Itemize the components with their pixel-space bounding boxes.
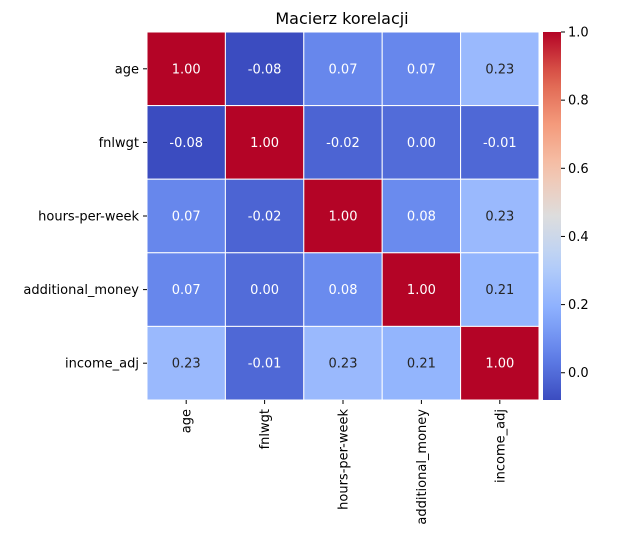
heatmap-cell — [303, 252, 383, 327]
heatmap-cell — [303, 325, 383, 401]
cell-value-label: -0.01 — [248, 357, 282, 372]
heatmap-cell — [224, 178, 305, 254]
y-tick-label: fnlwgt — [99, 136, 139, 151]
cell-value-label: 1.00 — [407, 283, 436, 298]
heatmap-cell — [460, 252, 540, 327]
heatmap-cell — [381, 31, 462, 107]
colorbar-tick-label: 0.2 — [568, 298, 589, 313]
cell-value-label: 0.23 — [485, 210, 514, 225]
colorbar-gradient — [543, 32, 561, 400]
cell-value-label: 0.00 — [250, 283, 279, 298]
cell-value-label: 0.21 — [407, 357, 436, 372]
chart-title: Macierz korelacji — [275, 9, 408, 28]
x-tick-label: hours-per-week — [337, 409, 352, 510]
y-tick-label: hours-per-week — [38, 210, 139, 225]
cell-value-label: -0.02 — [248, 210, 282, 225]
colorbar-tick-label: 1.0 — [568, 26, 589, 41]
heatmap-cell — [460, 105, 540, 180]
heatmap-cell — [146, 31, 226, 107]
heatmap-cell — [303, 31, 383, 107]
cell-value-label: 0.07 — [407, 62, 436, 77]
cell-value-label: 0.00 — [407, 136, 436, 151]
heatmap-cell — [224, 31, 305, 107]
cell-value-label: 0.23 — [172, 357, 201, 372]
heatmap-cell — [224, 252, 305, 327]
cell-value-label: 1.00 — [329, 210, 358, 225]
colorbar: 0.0 0.2 0.4 0.6 0.8 1.0 — [543, 26, 589, 400]
y-axis: age fnlwgt hours-per-week additional_moneyi… — [23, 62, 147, 372]
x-tick-label: fnlwgt — [258, 409, 273, 449]
heatmap-cell — [146, 105, 226, 180]
cell-value-label: -0.01 — [483, 136, 517, 151]
x-tick-label: additional_money — [415, 409, 430, 525]
cell-value-label: 0.21 — [485, 283, 514, 298]
x-tick-label: age — [180, 409, 195, 433]
heatmap-cell — [381, 178, 462, 254]
heatmap-cell — [460, 178, 540, 254]
cell-value-label: -0.02 — [326, 136, 360, 151]
heatmap-cells: 1.00 -0.08 0.07 0.07 0.23 -0.08 1.00 -0.02 0.00 -… — [146, 31, 540, 401]
cell-value-label: 0.23 — [485, 62, 514, 77]
heatmap-cell — [303, 178, 383, 254]
cell-value-label: 0.07 — [329, 62, 358, 77]
heatmap-cell — [381, 252, 462, 327]
cell-value-label: 0.07 — [172, 283, 201, 298]
colorbar-tick-label: 0.6 — [568, 162, 589, 177]
colorbar-tick-label: 0.8 — [568, 94, 589, 109]
cell-value-label: 0.08 — [407, 210, 436, 225]
heatmap-cell — [224, 325, 305, 401]
cell-value-label: 1.00 — [172, 62, 201, 77]
heatmap-cell — [460, 31, 540, 107]
y-tick-label: age — [115, 62, 139, 77]
cell-value-label: 0.08 — [329, 283, 358, 298]
x-tick-label: income_adj — [493, 409, 508, 483]
heatmap-cell — [303, 105, 383, 180]
heatmap-cell — [460, 325, 540, 401]
cell-value-label: 1.00 — [485, 357, 514, 372]
colorbar-tick-label: 0.0 — [568, 366, 589, 381]
cell-value-label: -0.08 — [248, 62, 282, 77]
y-tick-label: income_adj — [65, 357, 139, 372]
x-axis: age fnlwgt hours-per-week additional_money i… — [180, 400, 508, 525]
cell-value-label: -0.08 — [169, 136, 203, 151]
y-tick-label: additional_money — [23, 283, 139, 298]
colorbar-tick-label: 0.4 — [568, 230, 589, 245]
cell-value-label: 0.23 — [329, 357, 358, 372]
cell-value-label: 0.07 — [172, 210, 201, 225]
cell-value-label: 1.00 — [250, 136, 279, 151]
heatmap-cell — [146, 325, 226, 401]
